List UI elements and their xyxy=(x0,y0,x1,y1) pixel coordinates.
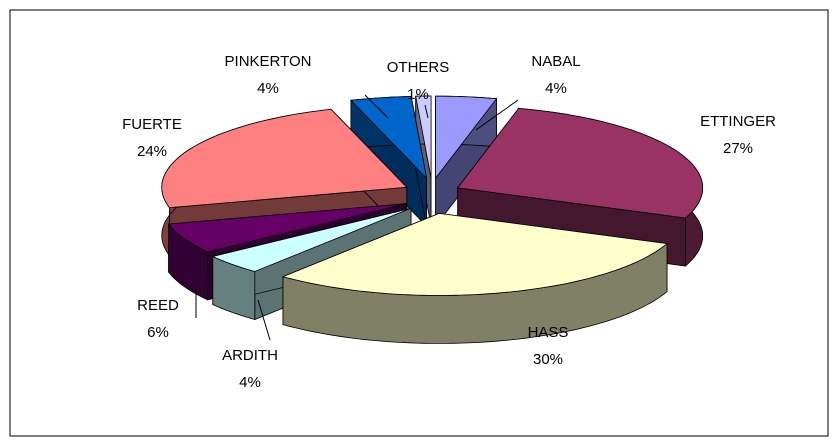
slice-value-label: 24% xyxy=(137,143,167,160)
slice-label: REED xyxy=(137,297,179,314)
slice-value-label: 30% xyxy=(533,351,563,368)
slice-label: HASS xyxy=(528,324,569,341)
slice-value-label: 6% xyxy=(147,324,169,341)
slice-label: NABAL xyxy=(531,53,580,70)
pie-labels: NABAL 4% ETTINGER 27% HASS 30% ARDITH 4% REED 6% F… xyxy=(122,53,776,391)
slice xyxy=(167,203,406,253)
slice xyxy=(211,207,412,272)
slice xyxy=(350,96,428,180)
slice-value-label: 4% xyxy=(257,80,279,97)
slice-label: PINKERTON xyxy=(225,53,312,70)
slice-value-label: 1% xyxy=(407,86,429,103)
leader-line xyxy=(257,299,271,341)
pie-tops xyxy=(161,95,703,296)
leader-line xyxy=(364,94,389,119)
slice xyxy=(435,95,498,180)
leader-line xyxy=(424,104,429,119)
slice xyxy=(456,107,703,219)
leader-line xyxy=(475,99,519,131)
slice-label: OTHERS xyxy=(387,59,450,76)
slice-value-label: 4% xyxy=(545,80,567,97)
slice-label: FUERTE xyxy=(122,116,182,133)
slice xyxy=(281,212,668,296)
slice-value-label: 4% xyxy=(239,374,261,391)
slice-label: ARDITH xyxy=(222,347,278,364)
slice-value-label: 27% xyxy=(723,140,753,157)
slice xyxy=(161,108,408,209)
slice-label: ETTINGER xyxy=(700,113,776,130)
